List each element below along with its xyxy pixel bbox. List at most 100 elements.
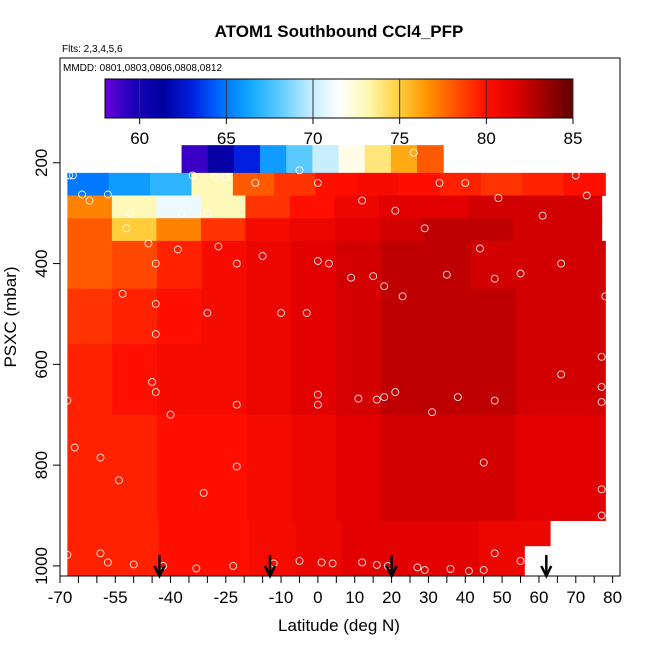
heatmap-cell-6-0	[67, 344, 113, 416]
heatmap-cell-4-5	[291, 240, 337, 290]
sample-point-8	[177, 209, 186, 218]
heatmap-cell-0-0	[181, 145, 209, 174]
heatmap-field	[67, 145, 606, 576]
heatmap-cell-1-11	[522, 172, 565, 196]
sample-point-7	[159, 158, 168, 167]
heatmap-cell-6-6	[336, 344, 382, 416]
sample-point-23	[409, 148, 418, 157]
sample-point-70	[114, 476, 123, 485]
sample-point-92	[464, 567, 473, 575]
x-tick-label-4: -10	[269, 588, 294, 607]
heatmap-cell-3-8	[423, 218, 469, 242]
heatmap-cell-1-2	[150, 172, 193, 196]
colorbar-tick-label-5: 85	[564, 129, 583, 148]
sample-point-81	[192, 564, 201, 573]
sample-point-9	[188, 171, 197, 180]
x-tick-label-1: -55	[103, 588, 128, 607]
heatmap-cell-1-7	[357, 172, 399, 196]
heatmap-cell-2-6	[334, 195, 380, 219]
sample-point-61	[453, 393, 462, 402]
colorbar-gradient	[104, 78, 574, 119]
sample-point-39	[490, 274, 499, 283]
sample-point-62	[490, 396, 499, 405]
heatmap-cell-3-10	[512, 218, 558, 242]
sample-point-95	[516, 556, 525, 565]
sample-point-72	[199, 488, 208, 497]
sample-point-94	[490, 549, 499, 558]
sample-point-5	[122, 224, 131, 233]
sample-point-26	[203, 209, 212, 218]
heatmap-cell-3-6	[334, 218, 380, 242]
x-tick-label-11: 60	[529, 588, 548, 607]
x-tick-label-7: 20	[382, 588, 401, 607]
sample-point-90	[413, 563, 422, 572]
heatmap-cell-9-0	[524, 520, 538, 547]
x-axis: -70 -55 -40 -25 -10 0 10 20 30 40 50 60 70 80	[48, 576, 622, 607]
colorbar-tick-label-4: 80	[477, 129, 496, 148]
sample-point-51	[63, 396, 72, 405]
heatmap-cell-3-4	[245, 218, 291, 242]
heatmap-cell-1-5	[274, 172, 317, 196]
sample-point-20	[538, 211, 547, 220]
sample-point-60	[428, 408, 437, 417]
sample-point-65	[597, 398, 606, 407]
y-axis: 200 400 600 800 1000	[32, 149, 60, 585]
sample-point-44	[118, 289, 127, 298]
heatmap-cell-5-8	[425, 288, 472, 345]
heatmap-cell-2-1	[111, 195, 158, 219]
heatmap-cell-8-9	[478, 520, 525, 576]
heatmap-cell-0-8	[390, 145, 418, 174]
sample-point-75	[597, 511, 606, 520]
sample-point-10	[210, 172, 219, 181]
x-tick-label-0: -70	[48, 588, 73, 607]
heatmap-cell-1-9	[439, 172, 482, 196]
heatmap-cell-5-1	[112, 288, 158, 345]
heatmap-cell-1-8	[398, 172, 441, 196]
sample-point-3	[85, 196, 94, 205]
sample-point-79	[129, 560, 138, 569]
heatmap-cell-2-10	[512, 195, 558, 219]
heatmap-cell-2-7	[378, 195, 425, 219]
sample-point-4	[103, 190, 112, 199]
heatmap-cell-7-4	[246, 414, 293, 521]
heatmap-cell-0-4	[286, 145, 313, 174]
y-tick-label-3: 800	[32, 451, 51, 479]
sample-point-12	[251, 178, 260, 187]
heatmap-cell-7-7	[381, 414, 427, 521]
heatmap-cell-1-3	[191, 172, 234, 196]
sample-point-52	[166, 410, 175, 419]
heatmap-cell-6-10	[515, 344, 562, 416]
heatmap-cell-3-11	[557, 218, 603, 242]
sample-point-68	[70, 443, 79, 452]
x-tick-label-5: 0	[313, 588, 322, 607]
sample-point-25	[173, 245, 182, 254]
heatmap-cell-2-5	[289, 195, 336, 219]
colorbar-tick-label-3: 75	[390, 129, 409, 148]
heatmap-cell-0-1	[207, 145, 235, 174]
heatmap-cell-4-4	[246, 240, 293, 290]
heatmap-cell-2-0	[67, 195, 113, 219]
heatmap-cell-2-2	[156, 195, 202, 219]
heatmap-cell-6-1	[112, 344, 158, 416]
x-axis-label: Latitude (deg N)	[278, 616, 400, 635]
heatmap-cell-0-2	[233, 145, 261, 174]
heatmap-cell-7-6	[336, 414, 382, 521]
sample-point-21	[571, 171, 580, 180]
heatmap-cell-5-6	[336, 288, 382, 345]
heatmap-cell-4-10	[515, 240, 562, 290]
x-tick-label-10: 50	[493, 588, 512, 607]
sample-point-85	[317, 558, 326, 567]
heatmap-cell-4-0	[67, 240, 113, 290]
heatmap-cell-4-9	[470, 240, 517, 290]
heatmap-cell-8-8	[432, 520, 480, 576]
sample-point-77	[96, 549, 105, 558]
sample-point-6	[126, 209, 134, 218]
sample-point-38	[476, 244, 484, 253]
sample-point-40	[516, 269, 525, 278]
sample-point-2	[78, 190, 87, 199]
heatmap-cell-4-8	[425, 240, 472, 290]
sample-point-76	[63, 550, 72, 559]
x-tick-label-9: 40	[456, 588, 475, 607]
heatmap-cell-3-3	[200, 218, 247, 242]
sample-point-27	[214, 242, 223, 251]
